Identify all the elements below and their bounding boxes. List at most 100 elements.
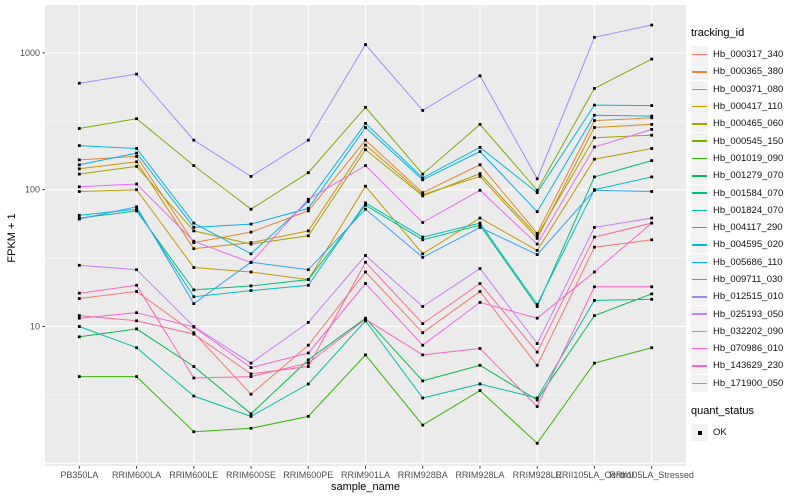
data-point xyxy=(650,128,654,131)
data-point xyxy=(478,226,482,229)
data-point xyxy=(306,278,310,281)
legend-key xyxy=(691,305,708,323)
data-point xyxy=(135,311,138,315)
legend-label: Hb_001584_070 xyxy=(713,187,784,199)
legend-label: Hb_032202_090 xyxy=(713,325,784,337)
data-point xyxy=(364,260,367,264)
data-point xyxy=(478,267,482,270)
data-point xyxy=(249,426,253,430)
legend-key-line-icon xyxy=(692,347,707,350)
data-point xyxy=(135,72,138,76)
data-point xyxy=(535,253,539,256)
data-point xyxy=(135,327,138,331)
legend-key-line-icon xyxy=(692,382,707,385)
data-point xyxy=(364,138,367,142)
data-point xyxy=(650,57,654,61)
data-point xyxy=(364,282,367,285)
data-point xyxy=(650,238,654,242)
legend-item-Hb_001584_070: Hb_001584_070 xyxy=(691,184,799,202)
legend-item-Hb_171900_050: Hb_171900_050 xyxy=(691,374,799,392)
data-point xyxy=(306,229,310,233)
data-point xyxy=(535,441,539,445)
data-point xyxy=(249,366,253,369)
legend-key-line-icon xyxy=(692,105,707,108)
y-tick-label: 1000 xyxy=(20,48,40,58)
x-tick-label: RRIM928BA xyxy=(398,470,448,480)
data-point xyxy=(535,188,539,192)
data-point xyxy=(364,148,367,152)
data-point xyxy=(593,314,596,317)
legend-label: Hb_000317_340 xyxy=(713,49,784,61)
legend-label: Hb_000371_080 xyxy=(713,83,784,95)
data-point xyxy=(77,213,81,217)
data-point xyxy=(421,191,425,195)
data-point xyxy=(249,242,253,246)
data-point xyxy=(77,297,81,300)
data-point xyxy=(535,405,539,408)
data-point xyxy=(593,103,596,107)
legend-item-Hb_025193_050: Hb_025193_050 xyxy=(691,305,799,323)
data-point xyxy=(135,117,138,121)
data-point xyxy=(593,299,596,302)
data-point xyxy=(192,332,196,336)
data-point xyxy=(192,164,196,167)
data-point xyxy=(77,375,81,378)
data-point xyxy=(535,191,539,195)
data-point xyxy=(421,238,425,242)
x-tick-label: RRIM600PE xyxy=(283,470,333,480)
data-point xyxy=(478,223,482,227)
legend-key-line-icon xyxy=(692,209,707,212)
legend-key-line-icon xyxy=(692,313,707,315)
data-point xyxy=(478,389,482,392)
x-tick-label: RRII105LA_Control xyxy=(555,470,633,480)
x-tick-label: RRIM600LE xyxy=(169,470,218,480)
x-tick-label: RRIM901LA xyxy=(341,470,390,480)
data-point xyxy=(364,254,367,257)
legend-key xyxy=(691,132,708,150)
data-point xyxy=(593,175,596,179)
legend-item-Hb_009711_030: Hb_009711_030 xyxy=(691,271,799,288)
data-point xyxy=(593,285,596,289)
legend-key-line-icon xyxy=(692,157,707,160)
data-point xyxy=(650,221,654,225)
data-point xyxy=(364,126,367,129)
data-point xyxy=(421,379,425,383)
legend-item-Hb_005686_110: Hb_005686_110 xyxy=(691,253,799,271)
data-point xyxy=(192,430,196,434)
data-point xyxy=(535,237,539,240)
data-point xyxy=(535,234,539,238)
data-point xyxy=(249,412,253,416)
data-point xyxy=(593,188,596,192)
x-tick-label: RRII105LA_Stressed xyxy=(609,470,694,480)
legend-item-Hb_000317_340: Hb_000317_340 xyxy=(691,46,799,64)
legend-label: Hb_009711_030 xyxy=(713,274,783,285)
data-point xyxy=(364,184,367,188)
data-point xyxy=(478,301,482,304)
legend-item-Hb_001019_090: Hb_001019_090 xyxy=(691,149,799,167)
data-point xyxy=(421,343,425,347)
x-tick-label: RRIM928LE xyxy=(513,470,562,480)
data-point xyxy=(135,346,138,350)
data-point xyxy=(77,217,81,221)
legend-key-line-icon xyxy=(692,330,707,333)
data-point xyxy=(249,361,253,365)
data-point xyxy=(364,207,367,211)
legend-item-Hb_000465_060: Hb_000465_060 xyxy=(691,115,799,133)
legend-key xyxy=(691,271,708,288)
data-point xyxy=(249,289,253,292)
legend-key-line-icon xyxy=(692,140,707,142)
legend-label: Hb_000365_380 xyxy=(713,66,784,78)
data-point xyxy=(306,171,310,175)
data-point xyxy=(192,226,196,229)
data-point xyxy=(306,358,310,362)
data-point xyxy=(192,266,196,269)
legend-label-ok: OK xyxy=(713,427,727,439)
data-point xyxy=(593,361,596,365)
data-point xyxy=(192,394,196,398)
data-point xyxy=(478,150,482,153)
data-point xyxy=(478,145,482,149)
data-point xyxy=(249,175,253,178)
data-point xyxy=(192,229,196,233)
data-point xyxy=(77,167,81,171)
